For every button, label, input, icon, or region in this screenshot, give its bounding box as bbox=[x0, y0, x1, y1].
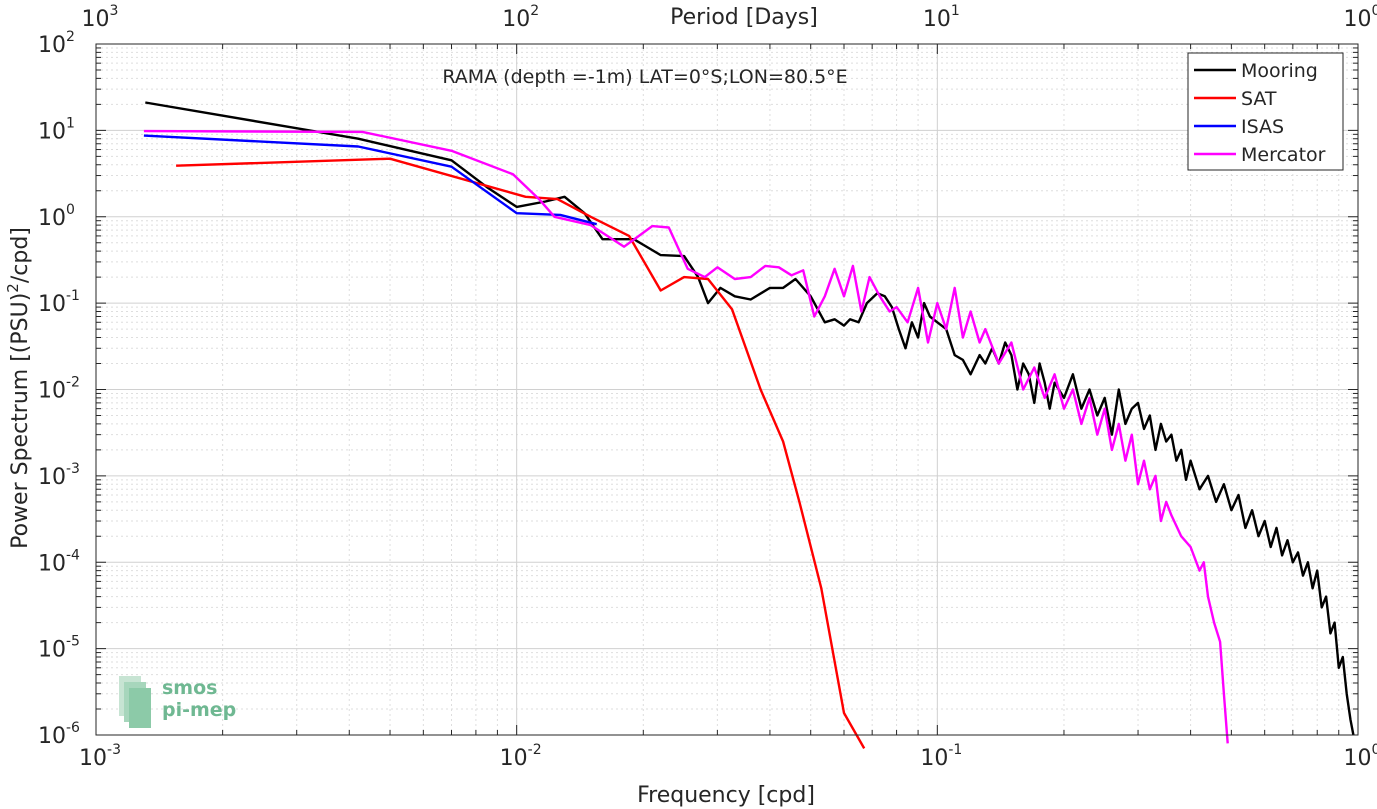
top-tick-label: 102 bbox=[502, 3, 539, 32]
y-tick-label: 101 bbox=[38, 115, 75, 144]
logo-text-smos: smos bbox=[162, 677, 217, 699]
y-tick-label: 10-6 bbox=[38, 720, 80, 749]
y-axis-title-sup: 2 bbox=[4, 283, 22, 293]
x-tick-labels: 10-3 10-2 10-1 100 bbox=[79, 742, 1377, 771]
y-tick-labels: 10-6 10-5 10-4 10-3 10-2 10-1 100 101 102 bbox=[38, 29, 80, 749]
series-line-mercator bbox=[143, 129, 1229, 744]
series-line-sat bbox=[176, 157, 866, 749]
x-tick-label: 10-3 bbox=[79, 742, 121, 771]
y-tick-label: 100 bbox=[38, 202, 75, 231]
logo-text-pi-mep: pi-mep bbox=[162, 699, 236, 721]
y-axis-title-tail: /cpd] bbox=[8, 227, 33, 283]
y-tick-label: 10-4 bbox=[38, 547, 80, 576]
series-layer bbox=[143, 101, 1355, 749]
legend: Mooring SAT ISAS Mercator bbox=[1187, 52, 1344, 171]
y-tick-label: 10-3 bbox=[38, 461, 80, 490]
top-tick-labels: 103 102 101 100 bbox=[82, 3, 1377, 32]
top-tick-label: 103 bbox=[82, 3, 119, 32]
y-tick-label: 10-2 bbox=[38, 375, 80, 404]
legend-label-isas: ISAS bbox=[1241, 116, 1284, 138]
top-axis-title: Period [Days] bbox=[670, 5, 818, 30]
logo-sheet-front bbox=[129, 688, 151, 728]
y-tick-label: 10-1 bbox=[38, 288, 80, 317]
legend-box bbox=[1187, 52, 1344, 171]
y-axis-title: Power Spectrum [(PSU)2/cpd] bbox=[4, 227, 33, 549]
x-tick-label: 100 bbox=[1344, 742, 1377, 771]
y-axis-title-base: Power Spectrum [(PSU) bbox=[8, 293, 33, 549]
top-tick-label: 101 bbox=[923, 3, 960, 32]
legend-label-sat: SAT bbox=[1241, 88, 1277, 110]
axis-ticks bbox=[95, 43, 1359, 736]
chart-title: RAMA (depth =-1m) LAT=0°S;LON=80.5°E bbox=[442, 66, 847, 88]
y-tick-label: 102 bbox=[38, 29, 75, 58]
x-tick-label: 10-2 bbox=[500, 742, 542, 771]
smos-pi-mep-logo: smos pi-mep bbox=[119, 676, 236, 728]
legend-label-mooring: Mooring bbox=[1241, 60, 1318, 82]
legend-label-mercator: Mercator bbox=[1241, 144, 1326, 166]
series-line-mooring bbox=[145, 101, 1355, 736]
top-tick-label: 100 bbox=[1344, 3, 1377, 32]
y-tick-label: 10-5 bbox=[38, 634, 80, 663]
series-line-isas bbox=[143, 134, 597, 226]
x-tick-label: 10-1 bbox=[920, 742, 962, 771]
x-axis-title: Frequency [cpd] bbox=[637, 783, 815, 808]
